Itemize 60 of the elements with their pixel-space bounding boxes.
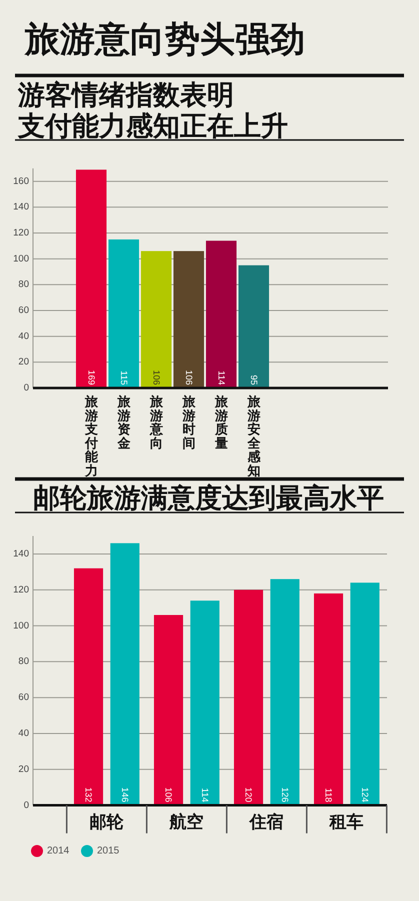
y-tick-label: 80	[18, 279, 29, 290]
x-tick-label: 旅游意向	[148, 394, 164, 452]
bar	[234, 590, 264, 806]
chart-title: 邮轮旅游满意度达到最高水平	[33, 483, 384, 514]
y-tick-label: 0	[24, 800, 29, 811]
y-tick-label: 120	[13, 227, 29, 238]
y-tick-label: 60	[18, 304, 29, 316]
legend-label: 2014	[47, 846, 70, 856]
y-tick-label: 140	[13, 202, 29, 213]
y-tick-label: 20	[18, 356, 29, 368]
data-label: 95	[248, 374, 259, 385]
data-label: 120	[244, 787, 254, 802]
bar	[206, 240, 237, 388]
data-label: 126	[280, 787, 290, 802]
data-label: 169	[86, 370, 96, 385]
data-label: 106	[164, 787, 174, 802]
x-tick-label: 邮轮	[90, 812, 125, 832]
y-tick-label: 80	[18, 656, 29, 668]
y-tick-label: 40	[18, 330, 29, 342]
x-tick-label: 旅游资金	[116, 394, 132, 452]
y-tick-label: 40	[18, 728, 29, 739]
data-label: 115	[118, 370, 129, 385]
bar	[350, 582, 380, 806]
data-label: 106	[184, 370, 194, 385]
y-tick-label: 20	[18, 764, 29, 775]
x-tick-label: 旅游支付能力	[84, 394, 99, 479]
bar	[74, 568, 104, 806]
chart-title: 旅游意向势头强劲	[24, 20, 305, 60]
bar	[173, 251, 204, 388]
x-tick-label: 租车	[328, 812, 364, 832]
bar	[110, 543, 140, 806]
data-label: 114	[200, 788, 210, 802]
y-tick-label: 120	[13, 584, 29, 596]
bar	[108, 239, 140, 388]
x-tick-label: 住宿	[248, 812, 284, 832]
data-label: 146	[120, 787, 130, 802]
y-tick-label: 160	[13, 176, 29, 187]
bar	[154, 614, 184, 806]
bar	[76, 170, 107, 388]
bar	[190, 600, 220, 806]
x-tick-label: 航空	[168, 812, 204, 832]
y-tick-label: 60	[18, 692, 29, 704]
x-tick-label: 旅游时间	[181, 394, 196, 452]
y-tick-label: 140	[13, 548, 29, 560]
y-tick-label: 0	[24, 382, 29, 394]
data-label: 124	[360, 787, 370, 802]
legend-label: 2015	[97, 846, 120, 856]
data-label: 114	[216, 370, 226, 385]
y-tick-label: 100	[13, 253, 29, 264]
y-tick-label: 100	[13, 620, 29, 632]
chart-subtitle: 游客情绪指数表明支付能力感知正在上升	[17, 80, 288, 142]
x-tick-label: 旅游质量	[214, 394, 229, 452]
bar	[314, 593, 344, 806]
bar	[140, 251, 172, 388]
data-label: 106	[151, 370, 162, 385]
bar	[270, 579, 300, 806]
data-label: 118	[324, 788, 334, 802]
data-label: 132	[84, 787, 94, 802]
bar	[238, 265, 270, 388]
x-tick-label: 旅游安全感知	[246, 394, 262, 479]
